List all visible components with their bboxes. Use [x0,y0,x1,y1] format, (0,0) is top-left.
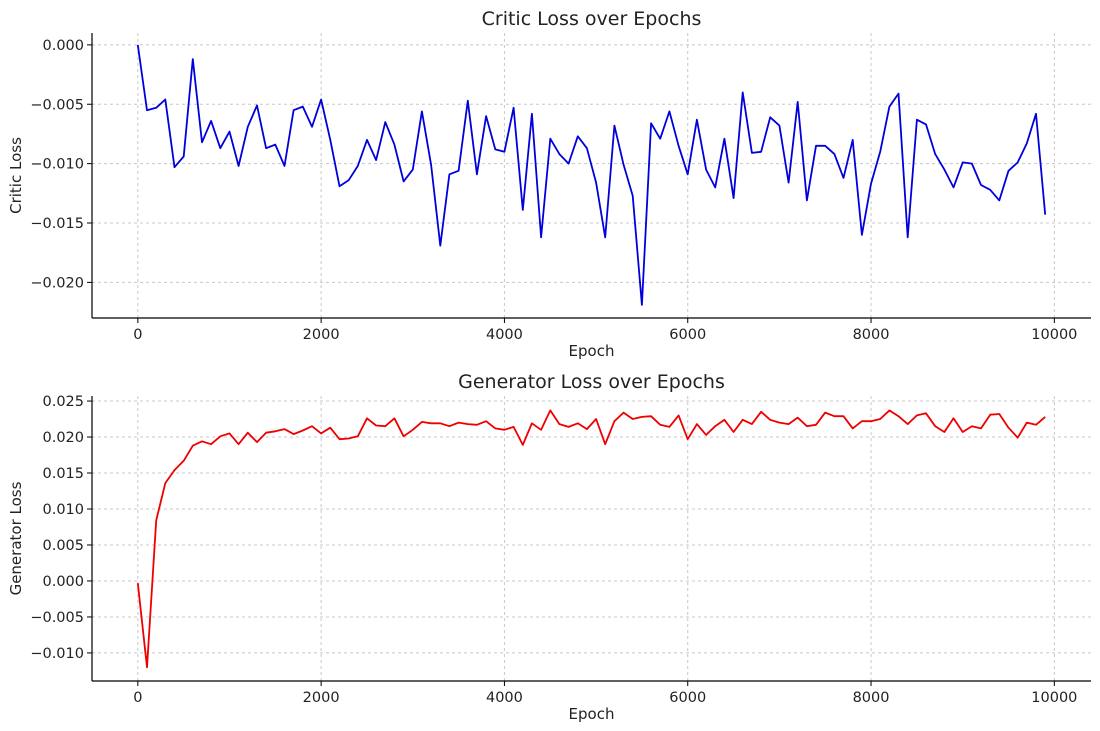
x-tick-label: 10000 [1031,690,1077,706]
x-tick-label: 8000 [853,327,890,343]
x-tick-label: 0 [133,327,142,343]
x-tick-label: 10000 [1031,327,1077,343]
y-tick-label: 0.015 [42,466,84,482]
y-tick-label: 0.025 [42,394,84,410]
x-tick-label: 4000 [486,327,523,343]
y-tick-label: 0.020 [42,430,84,446]
y-tick-label: −0.010 [30,646,84,662]
y-axis-label: Generator Loss [7,481,25,595]
x-tick-label: 8000 [853,690,890,706]
y-tick-label: 0.000 [42,38,84,54]
x-tick-label: 0 [133,690,142,706]
chart-title: Critic Loss over Epochs [482,8,702,30]
x-axis-label: Epoch [569,342,615,360]
x-tick-label: 6000 [669,327,706,343]
x-tick-label: 6000 [669,690,706,706]
y-tick-label: −0.005 [30,610,84,626]
generator-loss-chart: 0 2000 4000 6000 8000 10000 0.025 0.020 0.015 0.0… [7,371,1091,723]
x-tick-label: 2000 [303,690,340,706]
series-line [136,409,1046,669]
y-tick-label: −0.015 [30,216,84,232]
x-tick-label: 2000 [303,327,340,343]
y-axis-label: Critic Loss [7,137,25,214]
y-tick-label: 0.000 [42,574,84,590]
y-tick-label: −0.010 [30,157,84,173]
series-line [136,44,1047,306]
y-tick-label: 0.005 [42,538,84,554]
y-tick-label: 0.010 [42,502,84,518]
y-tick-label: −0.020 [30,275,84,291]
y-tick-label: −0.005 [30,97,84,113]
chart-title: Generator Loss over Epochs [458,371,725,393]
x-tick-label: 4000 [486,690,523,706]
x-axis-label: Epoch [569,705,615,723]
critic-loss-chart: 0 2000 4000 6000 8000 10000 0.000 −0.005 −0.010 −… [7,8,1091,360]
